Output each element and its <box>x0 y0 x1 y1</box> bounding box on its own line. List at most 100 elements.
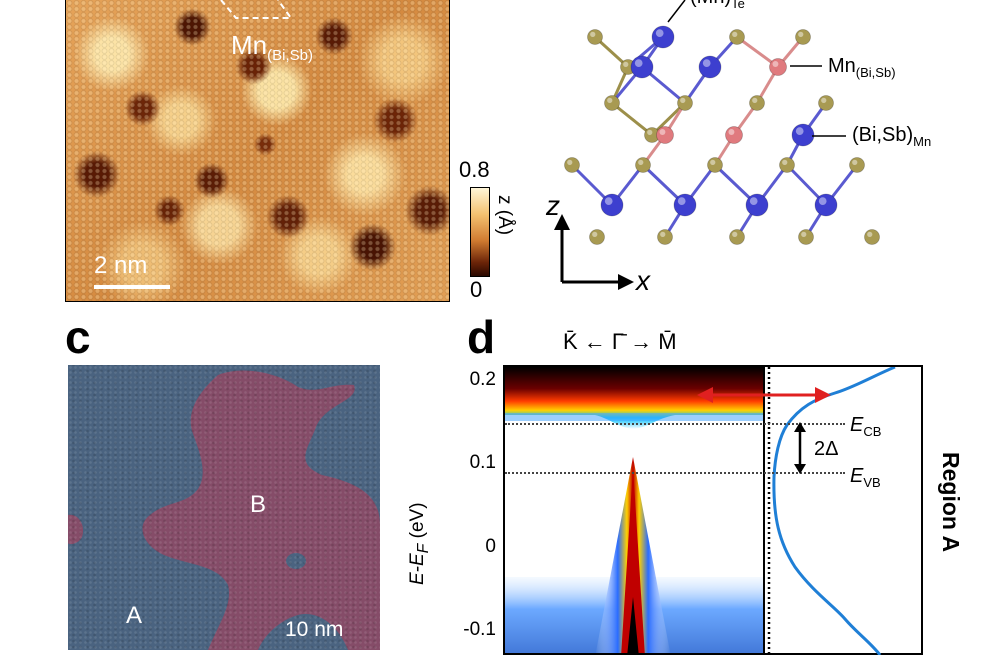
bisb-atom <box>745 193 769 217</box>
atom-highlight <box>638 159 644 165</box>
gap-label: 2Δ <box>814 438 839 460</box>
te-atom <box>657 229 673 245</box>
te-atom <box>849 157 865 173</box>
bisb-atom <box>791 123 815 147</box>
te-atom <box>589 229 605 245</box>
spectrum-plot <box>505 367 763 653</box>
bisb-atom <box>600 193 624 217</box>
atom-highlight <box>821 97 827 103</box>
dos-curve <box>772 365 896 656</box>
atom-highlight <box>592 231 598 237</box>
top-label-leader <box>667 0 686 23</box>
atom-highlight <box>798 31 804 37</box>
ecb-line <box>505 423 845 425</box>
te-atom <box>587 29 603 45</box>
evb-line <box>505 472 845 474</box>
region-b-label: B <box>250 491 267 518</box>
te-atom <box>604 95 620 111</box>
atom-highlight <box>795 127 804 135</box>
te-atom <box>795 29 811 45</box>
z-axis-label: z <box>545 190 560 221</box>
atom-highlight <box>604 197 613 205</box>
atom-highlight <box>607 97 613 103</box>
evb-label: EVB <box>850 465 881 490</box>
atom-highlight <box>752 97 758 103</box>
te-atom <box>729 229 745 245</box>
te-atom <box>564 157 580 173</box>
bisb-atom <box>651 25 675 49</box>
te-atom <box>677 95 693 111</box>
mn-atom <box>656 126 674 144</box>
dos-plot <box>767 365 896 656</box>
atom-highlight <box>677 197 686 205</box>
bisb-antisite-label: (Bi,Sb)Mn <box>852 124 932 149</box>
atom-highlight <box>801 231 807 237</box>
atom-highlight <box>655 29 664 37</box>
bisb-atom <box>673 193 697 217</box>
atom-highlight <box>634 59 643 67</box>
atom-highlight <box>782 159 788 165</box>
te-atom <box>798 229 814 245</box>
te-atom <box>749 95 765 111</box>
intensity-double-arrow <box>697 387 831 403</box>
atom-highlight <box>710 159 716 165</box>
te-atom <box>818 95 834 111</box>
region-a-title: Region A <box>938 452 964 553</box>
te-atom <box>707 157 723 173</box>
y-axis-label: E-EF (eV) <box>407 502 432 585</box>
atom-highlight <box>567 159 573 165</box>
y-tick-label: 0.1 <box>469 452 496 473</box>
x-axis-arrowhead <box>618 274 634 290</box>
ecb-label: ECB <box>850 414 882 439</box>
colorbar-label: z (Å) <box>494 195 515 236</box>
te-atom <box>635 157 651 173</box>
atom-highlight <box>867 231 873 237</box>
height-colorbar <box>470 187 490 277</box>
z-axis-arrowhead <box>554 214 570 230</box>
defect-label: Mn(Bi,Sb) <box>231 30 313 65</box>
atom-highlight <box>728 129 735 135</box>
colorbar-max-label: 0.8 <box>459 157 490 182</box>
bisb-atom <box>698 55 722 79</box>
scale-bar-label: 2 nm <box>94 252 148 279</box>
momentum-path-label: K̄ ← Γ̄ → M̄ <box>563 329 677 354</box>
domain-map-image <box>68 365 380 650</box>
te-atom <box>729 29 745 45</box>
bond <box>650 101 687 137</box>
panel-c-letter: c <box>65 311 91 363</box>
atom-highlight <box>623 61 629 67</box>
atom-highlight <box>659 129 666 135</box>
region-a-label: A <box>126 602 143 629</box>
y-tick-label: 0.2 <box>469 369 496 390</box>
scale-bar <box>94 285 170 289</box>
atom-highlight <box>590 31 596 37</box>
atom-highlight <box>680 97 686 103</box>
atom-highlight <box>772 61 779 67</box>
mn-antisite-label: Mn(Bi,Sb) <box>828 55 896 80</box>
atom-highlight <box>702 59 711 67</box>
mn-atom <box>769 58 787 76</box>
atom-highlight <box>749 197 758 205</box>
crystal-structure-diagram: z x <box>545 0 880 296</box>
bond <box>611 101 653 137</box>
atom-highlight <box>818 197 827 205</box>
stm-topography-image: Mn(Bi,Sb) 2 nm <box>65 0 450 302</box>
atom-highlight <box>660 231 666 237</box>
atoms <box>564 25 880 245</box>
arpes-spectrum <box>503 365 765 655</box>
gap-arrow <box>794 422 806 474</box>
y-tick-label: -0.1 <box>463 619 496 640</box>
y-tick-label: 0 <box>485 536 496 557</box>
bisb-atom <box>630 55 654 79</box>
atom-highlight <box>732 31 738 37</box>
x-axis-label: x <box>634 265 651 296</box>
atom-highlight <box>647 129 653 135</box>
te-atom <box>779 157 795 173</box>
scale-bar-label-c: 10 nm <box>285 618 344 641</box>
panel-d-letter: d <box>467 311 496 363</box>
region-b-overlay <box>68 370 380 650</box>
mn-atom <box>725 126 743 144</box>
defect-trimer-outline <box>220 0 293 19</box>
dos-curve-panel <box>765 365 923 656</box>
bisb-atom <box>814 193 838 217</box>
